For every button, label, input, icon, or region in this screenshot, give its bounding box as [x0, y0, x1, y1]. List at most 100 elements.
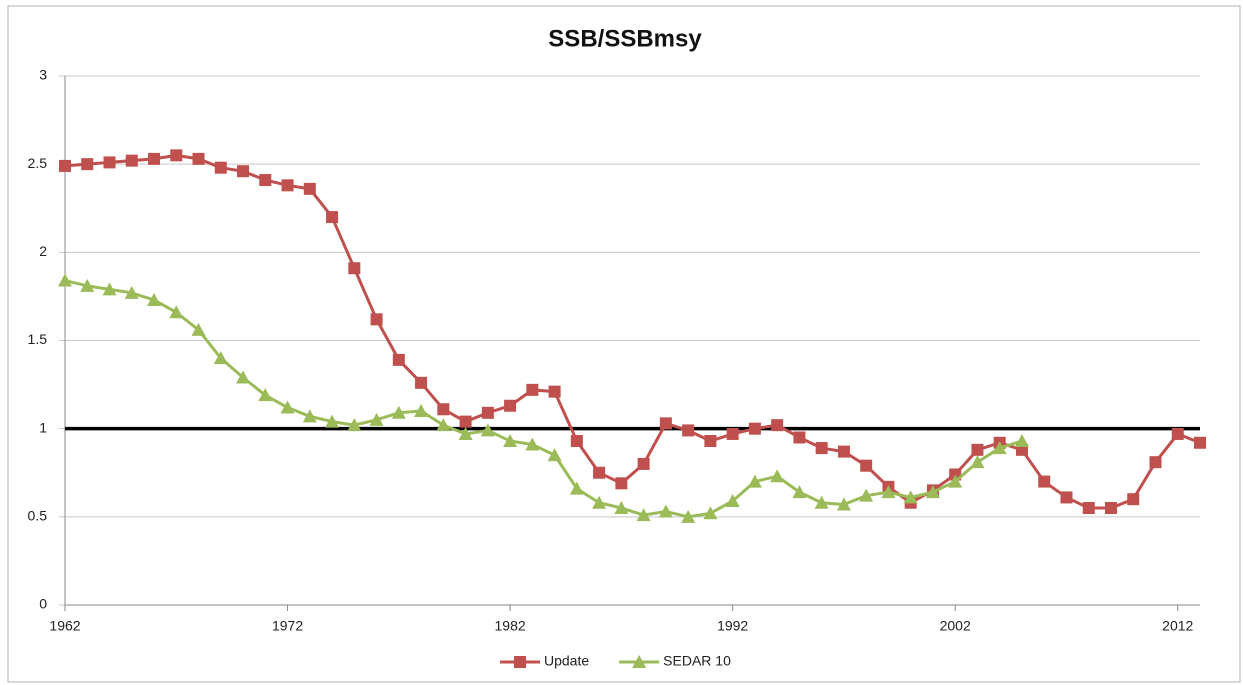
data-point: [103, 156, 116, 169]
y-tick-label: 0.5: [28, 508, 48, 524]
data-point: [258, 388, 273, 402]
data-point: [259, 174, 272, 187]
data-point: [837, 445, 850, 458]
data-point: [481, 406, 494, 419]
data-point: [303, 182, 316, 195]
y-tick-label: 2: [39, 243, 47, 259]
data-point: [1038, 475, 1051, 488]
data-point: [970, 455, 985, 469]
data-point: [547, 448, 562, 462]
data-point: [81, 158, 94, 171]
x-tick-label: 2002: [940, 618, 971, 634]
data-point: [903, 490, 918, 504]
data-point: [170, 149, 183, 162]
data-point: [836, 497, 851, 511]
data-point: [504, 399, 517, 412]
data-point: [636, 508, 651, 522]
data-point: [725, 493, 740, 507]
data-point: [370, 313, 383, 326]
data-point: [860, 459, 873, 472]
data-point: [748, 422, 761, 435]
data-point: [1194, 436, 1206, 449]
data-point: [771, 419, 784, 432]
data-point: [704, 435, 717, 448]
data-point: [192, 152, 205, 165]
y-tick-label: 1: [39, 419, 47, 435]
x-tick-label: 1992: [717, 618, 748, 634]
data-point: [437, 403, 450, 416]
legend-label: SEDAR 10: [663, 653, 731, 669]
data-point: [147, 292, 162, 306]
data-point: [814, 495, 829, 509]
legend-marker: [632, 655, 647, 668]
data-point: [658, 504, 673, 518]
data-point: [726, 427, 739, 440]
data-point: [570, 435, 583, 448]
data-point: [1104, 502, 1117, 515]
data-point: [59, 159, 71, 172]
data-point: [80, 278, 95, 292]
x-tick-label: 1982: [495, 618, 526, 634]
data-point: [213, 351, 228, 365]
data-point: [1014, 434, 1029, 448]
data-point: [770, 469, 785, 483]
data-point: [971, 443, 984, 456]
data-point: [637, 457, 650, 470]
data-point: [615, 477, 628, 490]
x-tick-label: 1962: [49, 618, 80, 634]
y-tick-label: 0: [39, 596, 47, 612]
data-point: [1082, 502, 1095, 515]
data-point: [681, 509, 696, 523]
data-point: [280, 400, 295, 414]
data-point: [347, 418, 362, 432]
y-tick-label: 3: [39, 67, 47, 83]
series-line: [64, 153, 1201, 510]
data-point: [526, 383, 539, 396]
data-point: [214, 161, 227, 174]
data-point: [592, 495, 607, 509]
x-tick-label: 1972: [272, 618, 303, 634]
data-point: [859, 488, 874, 502]
data-point: [480, 423, 495, 437]
data-point: [1171, 427, 1184, 440]
data-point: [281, 179, 294, 192]
data-point: [925, 485, 940, 499]
data-point: [593, 466, 606, 479]
data-point: [191, 322, 206, 336]
data-point: [326, 211, 339, 224]
data-point: [459, 415, 472, 428]
data-point: [793, 431, 806, 444]
data-point: [169, 305, 184, 319]
data-point: [1060, 491, 1073, 504]
data-point: [1015, 443, 1028, 456]
data-point: [703, 506, 718, 520]
data-point: [1127, 493, 1140, 506]
data-point: [325, 414, 340, 428]
data-point: [124, 285, 139, 299]
data-point: [392, 353, 405, 366]
data-point: [569, 481, 584, 495]
data-point: [815, 442, 828, 455]
data-point: [548, 385, 561, 398]
data-point: [237, 165, 250, 178]
data-point: [302, 409, 317, 423]
chart-frame: [7, 5, 1241, 683]
data-point: [1149, 456, 1162, 469]
legend-label: Update: [544, 653, 589, 669]
data-point: [125, 154, 138, 167]
y-tick-label: 2.5: [28, 155, 48, 171]
data-point: [391, 405, 406, 419]
data-point: [659, 417, 672, 430]
data-point: [948, 474, 963, 488]
y-tick-label: 1.5: [28, 331, 48, 347]
data-point: [348, 262, 361, 275]
data-point: [236, 370, 251, 384]
data-point: [682, 424, 695, 437]
data-point: [436, 418, 451, 432]
data-point: [415, 376, 428, 389]
data-point: [614, 501, 629, 515]
data-point: [792, 485, 807, 499]
chart-title: SSB/SSBmsy: [548, 25, 702, 52]
data-point: [58, 273, 72, 287]
